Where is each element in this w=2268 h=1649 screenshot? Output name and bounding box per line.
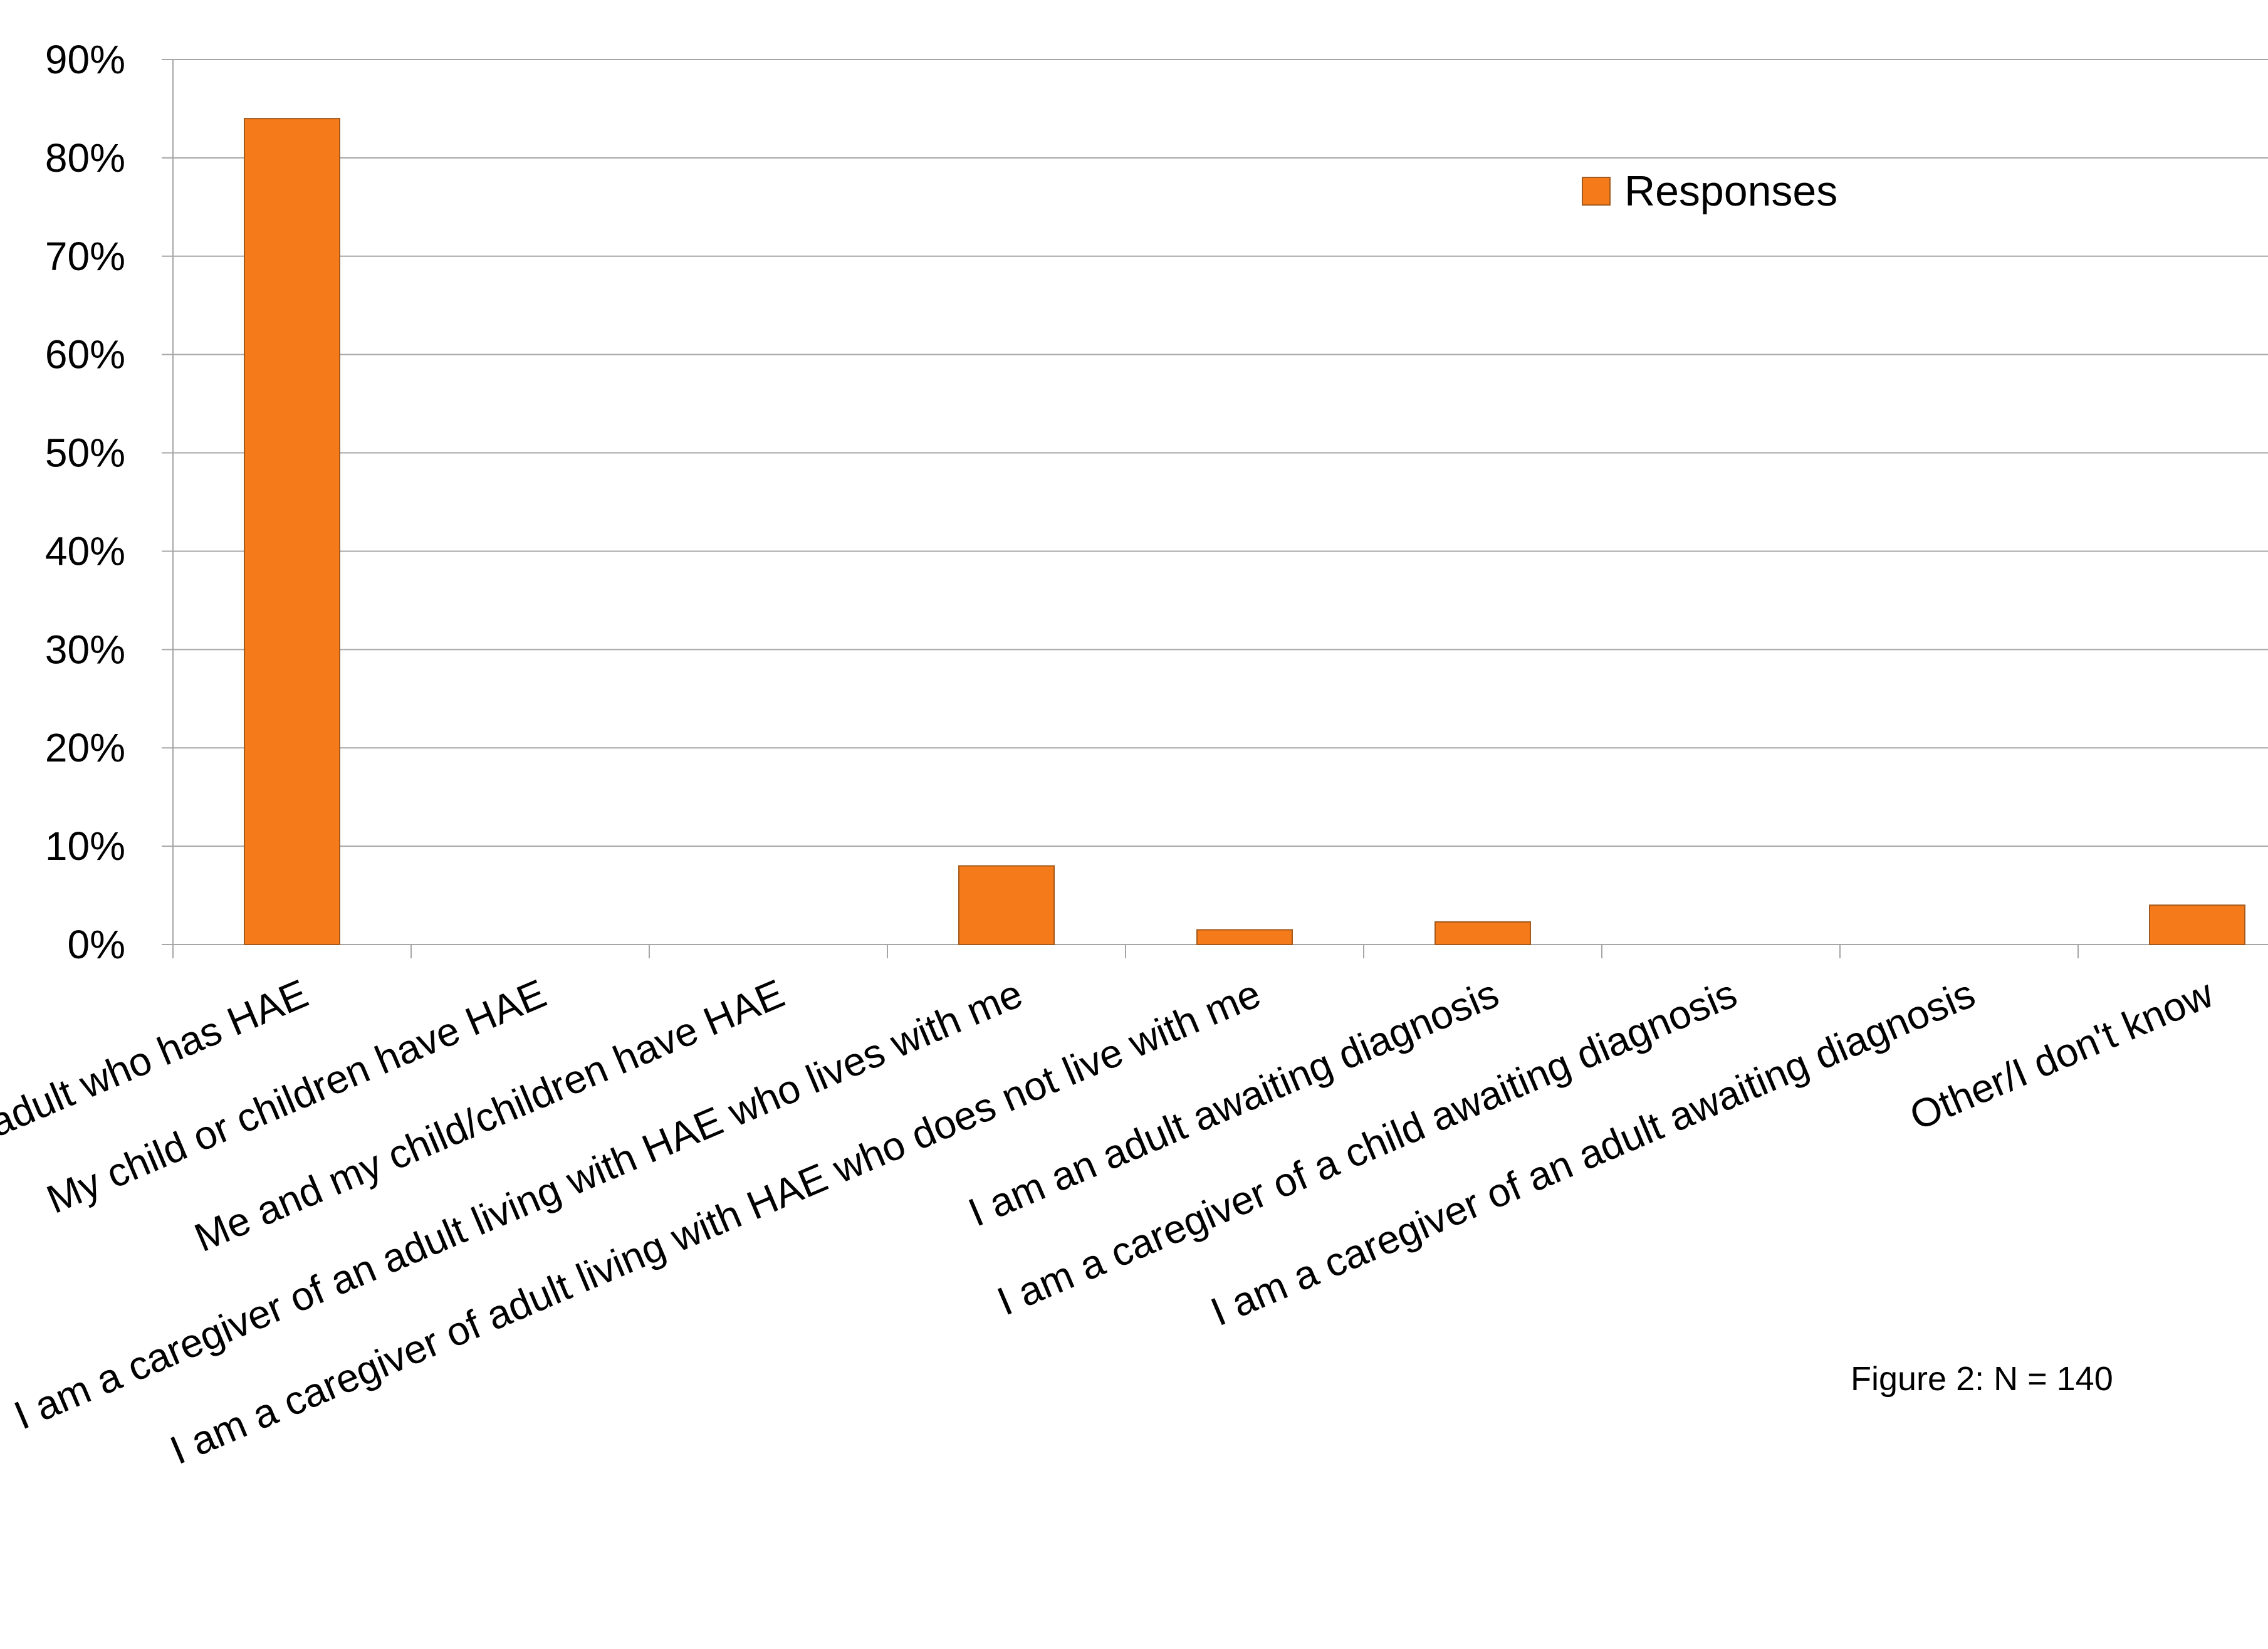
y-tick-label: 40%	[45, 528, 125, 573]
bar	[1196, 929, 1293, 946]
bar	[244, 118, 340, 946]
axes	[172, 60, 2268, 958]
bar	[958, 865, 1055, 945]
y-tick-label: 90%	[45, 37, 125, 82]
y-tick-labels: 0% 10% 20% 30% 40% 50% 60% 70% 80% 90%	[45, 37, 125, 967]
bars	[244, 118, 2245, 946]
figure-note: Figure 2: N = 140	[1851, 1360, 2113, 1398]
y-tick-label: 30%	[45, 627, 125, 672]
y-tick-label: 0%	[68, 922, 126, 967]
y-tick-label: 80%	[45, 135, 125, 181]
legend-label: Responses	[1624, 167, 1837, 215]
bar	[2149, 904, 2245, 945]
y-tick-label: 70%	[45, 234, 125, 279]
y-tick-label: 20%	[45, 725, 125, 770]
x-category-label: I am a caregiver of adult living with HA…	[164, 971, 1267, 1474]
gridlines	[162, 59, 2268, 945]
legend: Responses	[1582, 167, 1837, 215]
bar	[1434, 921, 1531, 945]
legend-swatch	[1582, 177, 1611, 206]
y-tick-label: 60%	[45, 332, 125, 377]
y-tick-label: 50%	[45, 431, 125, 476]
y-tick-label: 10%	[45, 824, 125, 869]
